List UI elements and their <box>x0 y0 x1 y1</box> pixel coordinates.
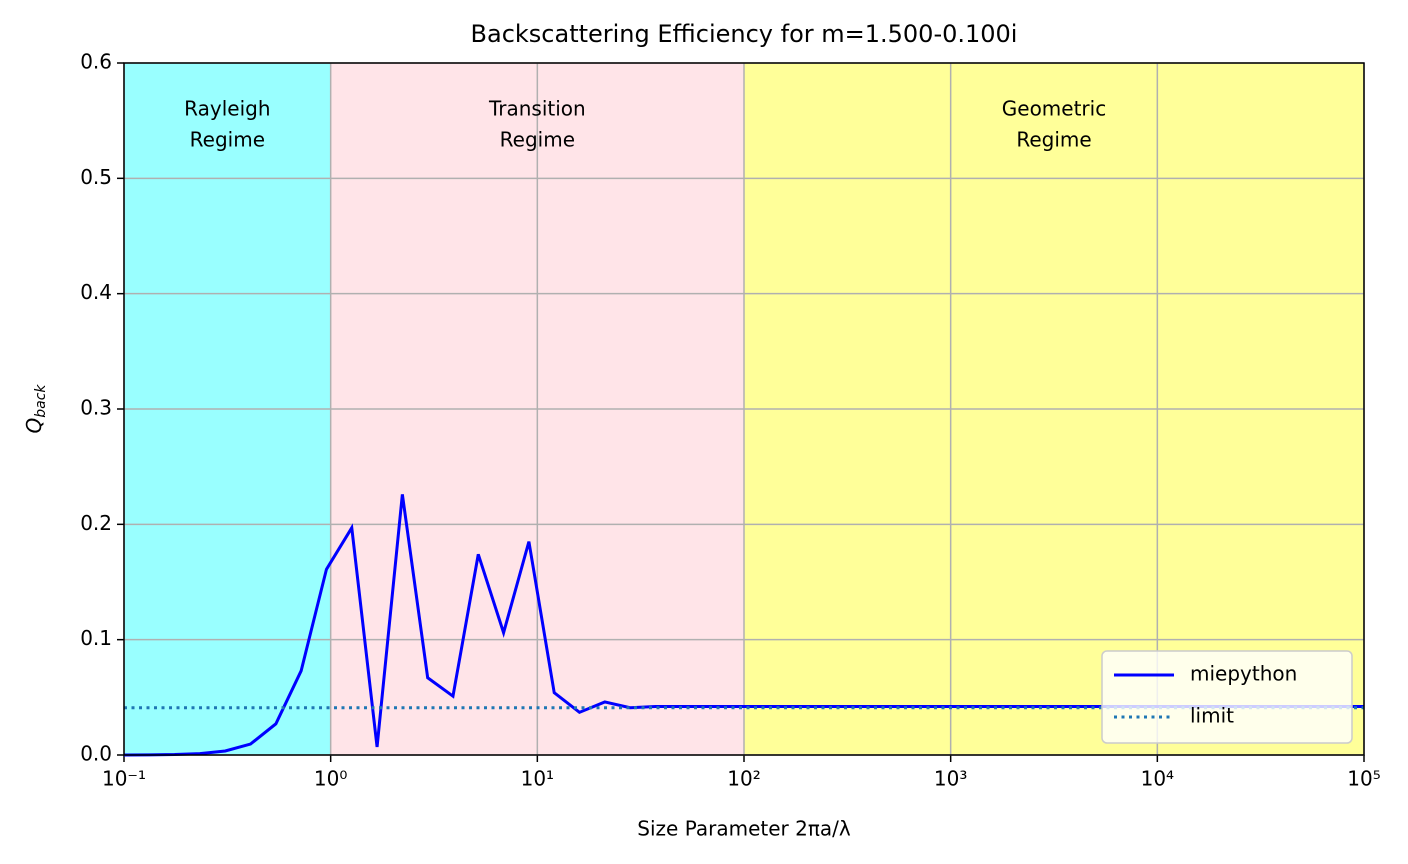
chart-title: Backscattering Efficiency for m=1.500-0.… <box>471 20 1018 48</box>
y-tick-label: 0.0 <box>80 742 112 766</box>
legend-label: limit <box>1190 704 1234 728</box>
x-tick-label: 10⁰ <box>314 767 347 791</box>
region-label: Rayleigh <box>184 97 270 121</box>
y-tick-label: 0.4 <box>80 280 112 304</box>
y-axis-label-sub: back <box>33 384 49 418</box>
y-tick-label: 0.5 <box>80 165 112 189</box>
x-tick-label: 10⁻¹ <box>102 767 146 791</box>
region-label: Regime <box>500 128 575 152</box>
x-tick-label: 10¹ <box>521 767 554 791</box>
y-axis-label-main: Q <box>22 418 46 434</box>
x-tick-label: 10⁴ <box>1141 767 1174 791</box>
y-tick-label: 0.3 <box>80 396 112 420</box>
x-tick-label: 10⁵ <box>1347 767 1380 791</box>
legend-label: miepython <box>1190 662 1297 686</box>
x-tick-label: 10³ <box>934 767 967 791</box>
y-tick-label: 0.1 <box>80 626 112 650</box>
x-axis-label: Size Parameter 2πa/λ <box>637 817 851 841</box>
y-axis-label: Qback <box>22 384 50 434</box>
region-label: Regime <box>1016 128 1091 152</box>
y-tick-label: 0.2 <box>80 511 112 535</box>
plot-frame <box>123 62 1365 756</box>
region-label: Regime <box>190 128 265 152</box>
region-label: Geometric <box>1002 97 1106 121</box>
region-label: Transition <box>488 97 586 121</box>
y-tick-label: 0.6 <box>80 50 112 74</box>
x-tick-label: 10² <box>727 767 760 791</box>
